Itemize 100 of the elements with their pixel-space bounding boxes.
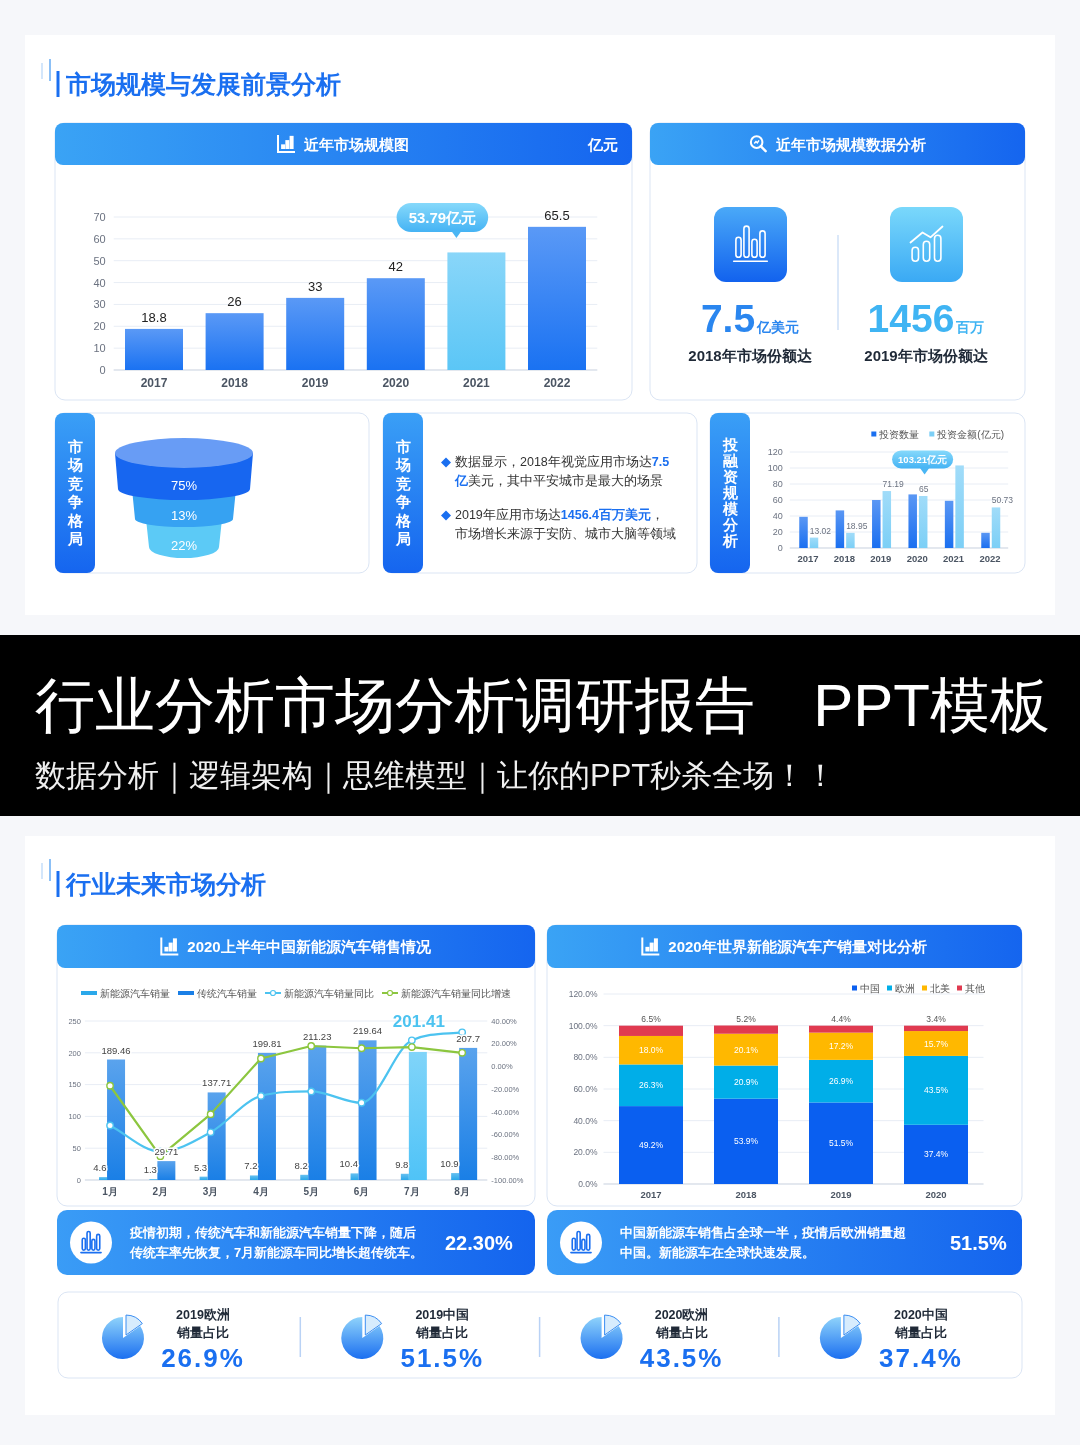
x-tick-label: 2017 (640, 1189, 662, 1200)
text: 传统车率先恢复，7月新能源车同比增长超传统车。 (130, 1244, 424, 1260)
text: 1456 (867, 297, 955, 340)
data-label: 20.1% (733, 1044, 759, 1055)
bar (846, 532, 855, 548)
y-tick-label: 80 (772, 479, 783, 490)
y-tick-label: 40 (772, 511, 783, 522)
bar (904, 1055, 968, 1125)
text: 26.9% (161, 1343, 245, 1373)
bar (257, 1052, 276, 1180)
text: 销量占比 (893, 1326, 947, 1340)
text: PPT模板 (813, 672, 1050, 739)
data-label: 15.7% (923, 1038, 949, 1049)
bar (809, 537, 819, 548)
bar (619, 1035, 683, 1065)
point (106, 1081, 114, 1090)
text: 中国新能源车销售占全球一半，疫情后欧洲销量超 (620, 1224, 906, 1240)
bar (904, 1124, 968, 1184)
data-label: 13.02 (809, 525, 832, 536)
y-tick-label: 120.0% (568, 989, 598, 1000)
data-label: 43.5% (923, 1085, 949, 1096)
legend-label: 新能源汽车销量同比 (284, 987, 374, 999)
bar (714, 1033, 778, 1066)
data-label: 219.64 (353, 1025, 383, 1037)
bar (904, 1025, 968, 1032)
bar (809, 1102, 873, 1184)
y-tick-label: 60 (93, 232, 106, 245)
data-label: 10.4 (339, 1158, 359, 1170)
data-label: 5.2% (736, 1013, 757, 1024)
y-tick-label: 0.0% (578, 1179, 598, 1190)
data-label: 18.0% (638, 1045, 664, 1056)
text: 近年市场规模数据分析 (774, 135, 926, 153)
text: 51.5% (400, 1343, 485, 1373)
data-label: 65 (918, 484, 929, 494)
y-tick-label: 120 (767, 447, 783, 458)
data-label: 10.9 (440, 1158, 459, 1170)
legend-label: 其他 (965, 982, 985, 994)
x-tick-label: 2018 (833, 553, 855, 564)
x-tick-label: 2021 (463, 376, 491, 390)
data-label: 71.19 (882, 479, 905, 490)
point (206, 1110, 215, 1119)
bar (918, 496, 928, 548)
x-tick-label: 2017 (797, 553, 819, 564)
text: 2018年市场份额达 (688, 347, 813, 364)
data-label: 8.2 (294, 1159, 308, 1171)
text: 投融资规模分析 (722, 436, 738, 549)
x-tick-label: 7月 (404, 1186, 420, 1197)
data-label: 4.6 (93, 1162, 107, 1174)
bar (447, 252, 506, 370)
data-label: 199.81 (252, 1037, 282, 1049)
data-label: 17.2% (828, 1041, 854, 1052)
x-tick-label: 2019 (301, 376, 329, 390)
bar (459, 1047, 478, 1180)
bar (908, 494, 917, 548)
bar (528, 226, 586, 370)
bar (358, 1040, 377, 1180)
point (206, 1128, 215, 1137)
x-tick-label: 4月 (253, 1186, 269, 1197)
annotation: 53.79亿元 (408, 208, 477, 226)
x-tick-label: 2021 (943, 553, 965, 564)
text: 2020中国 (893, 1308, 948, 1322)
bar (366, 278, 425, 370)
bar (955, 465, 964, 548)
x-tick-label: 2022 (979, 553, 1001, 564)
bar (308, 1045, 327, 1180)
point (106, 1121, 114, 1130)
data-label: 3.4% (926, 1013, 947, 1024)
data-label: 65.5 (544, 207, 570, 223)
text: 百万 (955, 319, 985, 335)
bar (99, 1177, 108, 1180)
x-tick-label: 1月 (102, 1186, 118, 1197)
bar (286, 297, 345, 370)
bar (714, 1065, 778, 1099)
text: 中国。新能源车在全球快速发展。 (620, 1244, 815, 1260)
chart-title: 近年市场规模图 (303, 135, 409, 153)
x-tick-label: 2019 (830, 1189, 852, 1200)
data-label: 189.46 (101, 1044, 131, 1056)
point (407, 1043, 416, 1052)
data-label: 20.9% (733, 1077, 759, 1088)
annotation: 201.41 (392, 1011, 445, 1031)
x-tick-label: 2017 (140, 376, 168, 390)
bar (249, 1175, 258, 1180)
bar (451, 1173, 460, 1180)
y-tick-label: 60 (772, 495, 783, 506)
x-tick-label: 2022 (543, 376, 571, 390)
point (458, 1048, 467, 1057)
text: 37.4% (879, 1343, 963, 1373)
data-label: 7.2 (244, 1160, 258, 1172)
text: 行业未来市场分析 (65, 870, 266, 898)
y-tick-label: 80.0% (573, 1052, 598, 1063)
y-tick-label: 30 (93, 298, 106, 311)
bar (835, 510, 845, 548)
x-tick-label: 2018 (735, 1189, 757, 1200)
bar (809, 1025, 873, 1033)
bar (157, 1161, 176, 1180)
data-label: 26.9% (828, 1076, 854, 1087)
x-tick-label: 2020 (906, 553, 928, 564)
chart-title: 2020上半年中国新能源汽车销售情况 (187, 938, 432, 955)
bar (205, 313, 264, 370)
data-label: 42 (388, 259, 404, 275)
